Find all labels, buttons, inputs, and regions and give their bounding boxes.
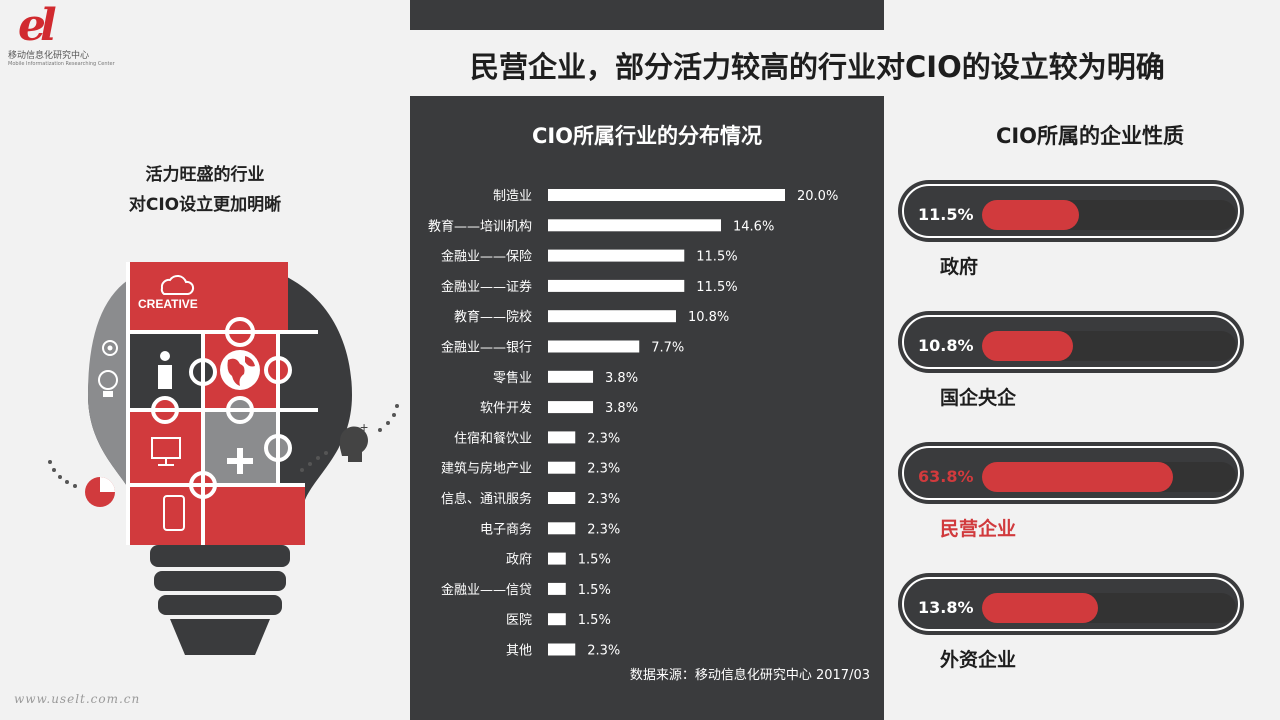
- bar: [548, 370, 594, 383]
- logo-name-en: Mobile Informatization Researching Cente…: [8, 61, 115, 67]
- progress-value: 10.8%: [918, 336, 974, 355]
- watermark: www.uselt.com.cn: [14, 692, 141, 706]
- data-source: 数据来源：移动信息化研究中心 2017/03: [629, 668, 870, 683]
- progress-track: [982, 462, 1236, 492]
- progress-fill: [982, 462, 1173, 492]
- bar: [548, 340, 640, 353]
- bar-value-label: 2.3%: [587, 431, 620, 446]
- bar-value-label: 20.0%: [797, 189, 838, 204]
- progress-border: 63.8%: [902, 446, 1240, 500]
- top-bar: [410, 0, 884, 30]
- left-caption: 活力旺盛的行业 对CIO设立更加明晰: [90, 160, 320, 220]
- bar-category-label: 教育——培训机构: [428, 218, 532, 234]
- bar-category-label: 金融业——证券: [441, 279, 532, 295]
- bar-value-label: 2.3%: [587, 644, 620, 659]
- right-title: CIO所属的企业性质: [995, 124, 1185, 148]
- enterprise-type-label: 民营企业: [940, 518, 1017, 540]
- bar-value-label: 11.5%: [696, 250, 737, 265]
- pie-chart-icon: [85, 477, 115, 507]
- progress-value: 11.5%: [918, 205, 974, 224]
- progress-border: 13.8%: [902, 577, 1240, 631]
- progress-fill: [982, 593, 1098, 623]
- bar-value-label: 2.3%: [587, 492, 620, 507]
- bar-value-label: 3.8%: [605, 401, 638, 416]
- lightbulb-icon: [98, 370, 118, 397]
- phone-icon: [163, 495, 185, 531]
- progress-fill: [982, 331, 1073, 361]
- bar-category-label: 信息、通讯服务: [441, 491, 532, 507]
- progress-capsule: 63.8%: [898, 442, 1244, 504]
- progress-border: 11.5%: [902, 184, 1240, 238]
- progress-value: 13.8%: [918, 598, 974, 617]
- bar-category-label: 电子商务: [480, 521, 532, 537]
- bar-value-label: 1.5%: [578, 553, 611, 568]
- person-icon: [158, 351, 172, 389]
- page-title: 民营企业，部分活力较高的行业对CIO的设立较为明确: [470, 50, 1165, 84]
- bar: [548, 249, 685, 262]
- progress-border: 10.8%: [902, 315, 1240, 369]
- progress-track: [982, 200, 1236, 230]
- bar: [548, 189, 785, 201]
- logo-mark: el: [18, 0, 57, 51]
- bar-category-label: 金融业——信贷: [441, 582, 532, 598]
- bar: [548, 431, 576, 444]
- bar-value-label: 10.8%: [688, 310, 729, 325]
- bar-category-label: 软件开发: [480, 400, 532, 416]
- progress-fill: [982, 200, 1079, 230]
- bar-value-label: 14.6%: [733, 219, 774, 234]
- bar-category-label: 住宿和餐饮业: [454, 430, 532, 446]
- bar-category-label: 建筑与房地产业: [441, 461, 532, 477]
- enterprise-type-label: 外资企业: [940, 649, 1017, 671]
- bar-value-label: 7.7%: [651, 341, 684, 356]
- globe-icon: [220, 350, 260, 390]
- progress-capsule: 10.8%: [898, 311, 1244, 373]
- bar: [548, 461, 576, 474]
- bar: [548, 552, 566, 565]
- gear-icon: [102, 340, 118, 356]
- industry-bar-chart: 制造业 20.0% 教育——培训机构 14.6% 金融业——保险 11.5% 金融业——证券…: [428, 189, 838, 659]
- bar: [548, 492, 576, 504]
- bar-category-label: 其他: [506, 644, 532, 659]
- bar-category-label: 制造业: [493, 189, 532, 204]
- progress-track: [982, 331, 1236, 361]
- cloud-icon: [160, 275, 195, 295]
- bar-value-label: 2.3%: [587, 522, 620, 537]
- bar-value-label: 1.5%: [578, 613, 611, 628]
- bar-category-label: 政府: [506, 553, 532, 568]
- bar: [548, 643, 576, 656]
- bar-value-label: 3.8%: [605, 371, 638, 386]
- progress-capsule: 11.5%: [898, 180, 1244, 242]
- monitor-icon: [151, 437, 181, 466]
- creative-label: CREATIVE: [138, 297, 198, 311]
- bar-category-label: 金融业——银行: [441, 340, 532, 356]
- chart-title: CIO所属行业的分布情况: [531, 124, 763, 148]
- bar-category-label: 医院: [506, 613, 532, 628]
- logo: el 移动信息化研究中心 Mobile Informatization Rese…: [8, 0, 118, 68]
- bar-value-label: 1.5%: [578, 583, 611, 598]
- progress-value: 63.8%: [918, 467, 974, 486]
- bar: [548, 279, 685, 292]
- bar-category-label: 零售业: [493, 370, 532, 386]
- bar: [548, 401, 594, 414]
- left-caption-line1: 活力旺盛的行业: [145, 165, 265, 185]
- head-icon: +: [340, 419, 368, 462]
- bar-category-label: 金融业——保险: [441, 249, 532, 265]
- enterprise-type-label: 政府: [940, 256, 979, 278]
- bar: [548, 613, 566, 626]
- lightbulb-illustration: CREATIVE: [48, 262, 399, 655]
- bar-category-label: 教育——院校: [454, 309, 532, 325]
- bar: [548, 582, 566, 595]
- bar: [548, 219, 722, 232]
- enterprise-type-label: 国企央企: [940, 387, 1017, 409]
- left-caption-line2: 对CIO设立更加明晰: [128, 195, 282, 215]
- logo-name-cn: 移动信息化研究中心: [8, 51, 90, 61]
- svg-text:+: +: [360, 419, 368, 435]
- progress-capsule: 13.8%: [898, 573, 1244, 635]
- bar-value-label: 11.5%: [696, 280, 737, 295]
- bar: [548, 522, 576, 535]
- plus-icon: [227, 448, 253, 474]
- bar-value-label: 2.3%: [587, 462, 620, 477]
- progress-track: [982, 593, 1236, 623]
- bar: [548, 310, 676, 323]
